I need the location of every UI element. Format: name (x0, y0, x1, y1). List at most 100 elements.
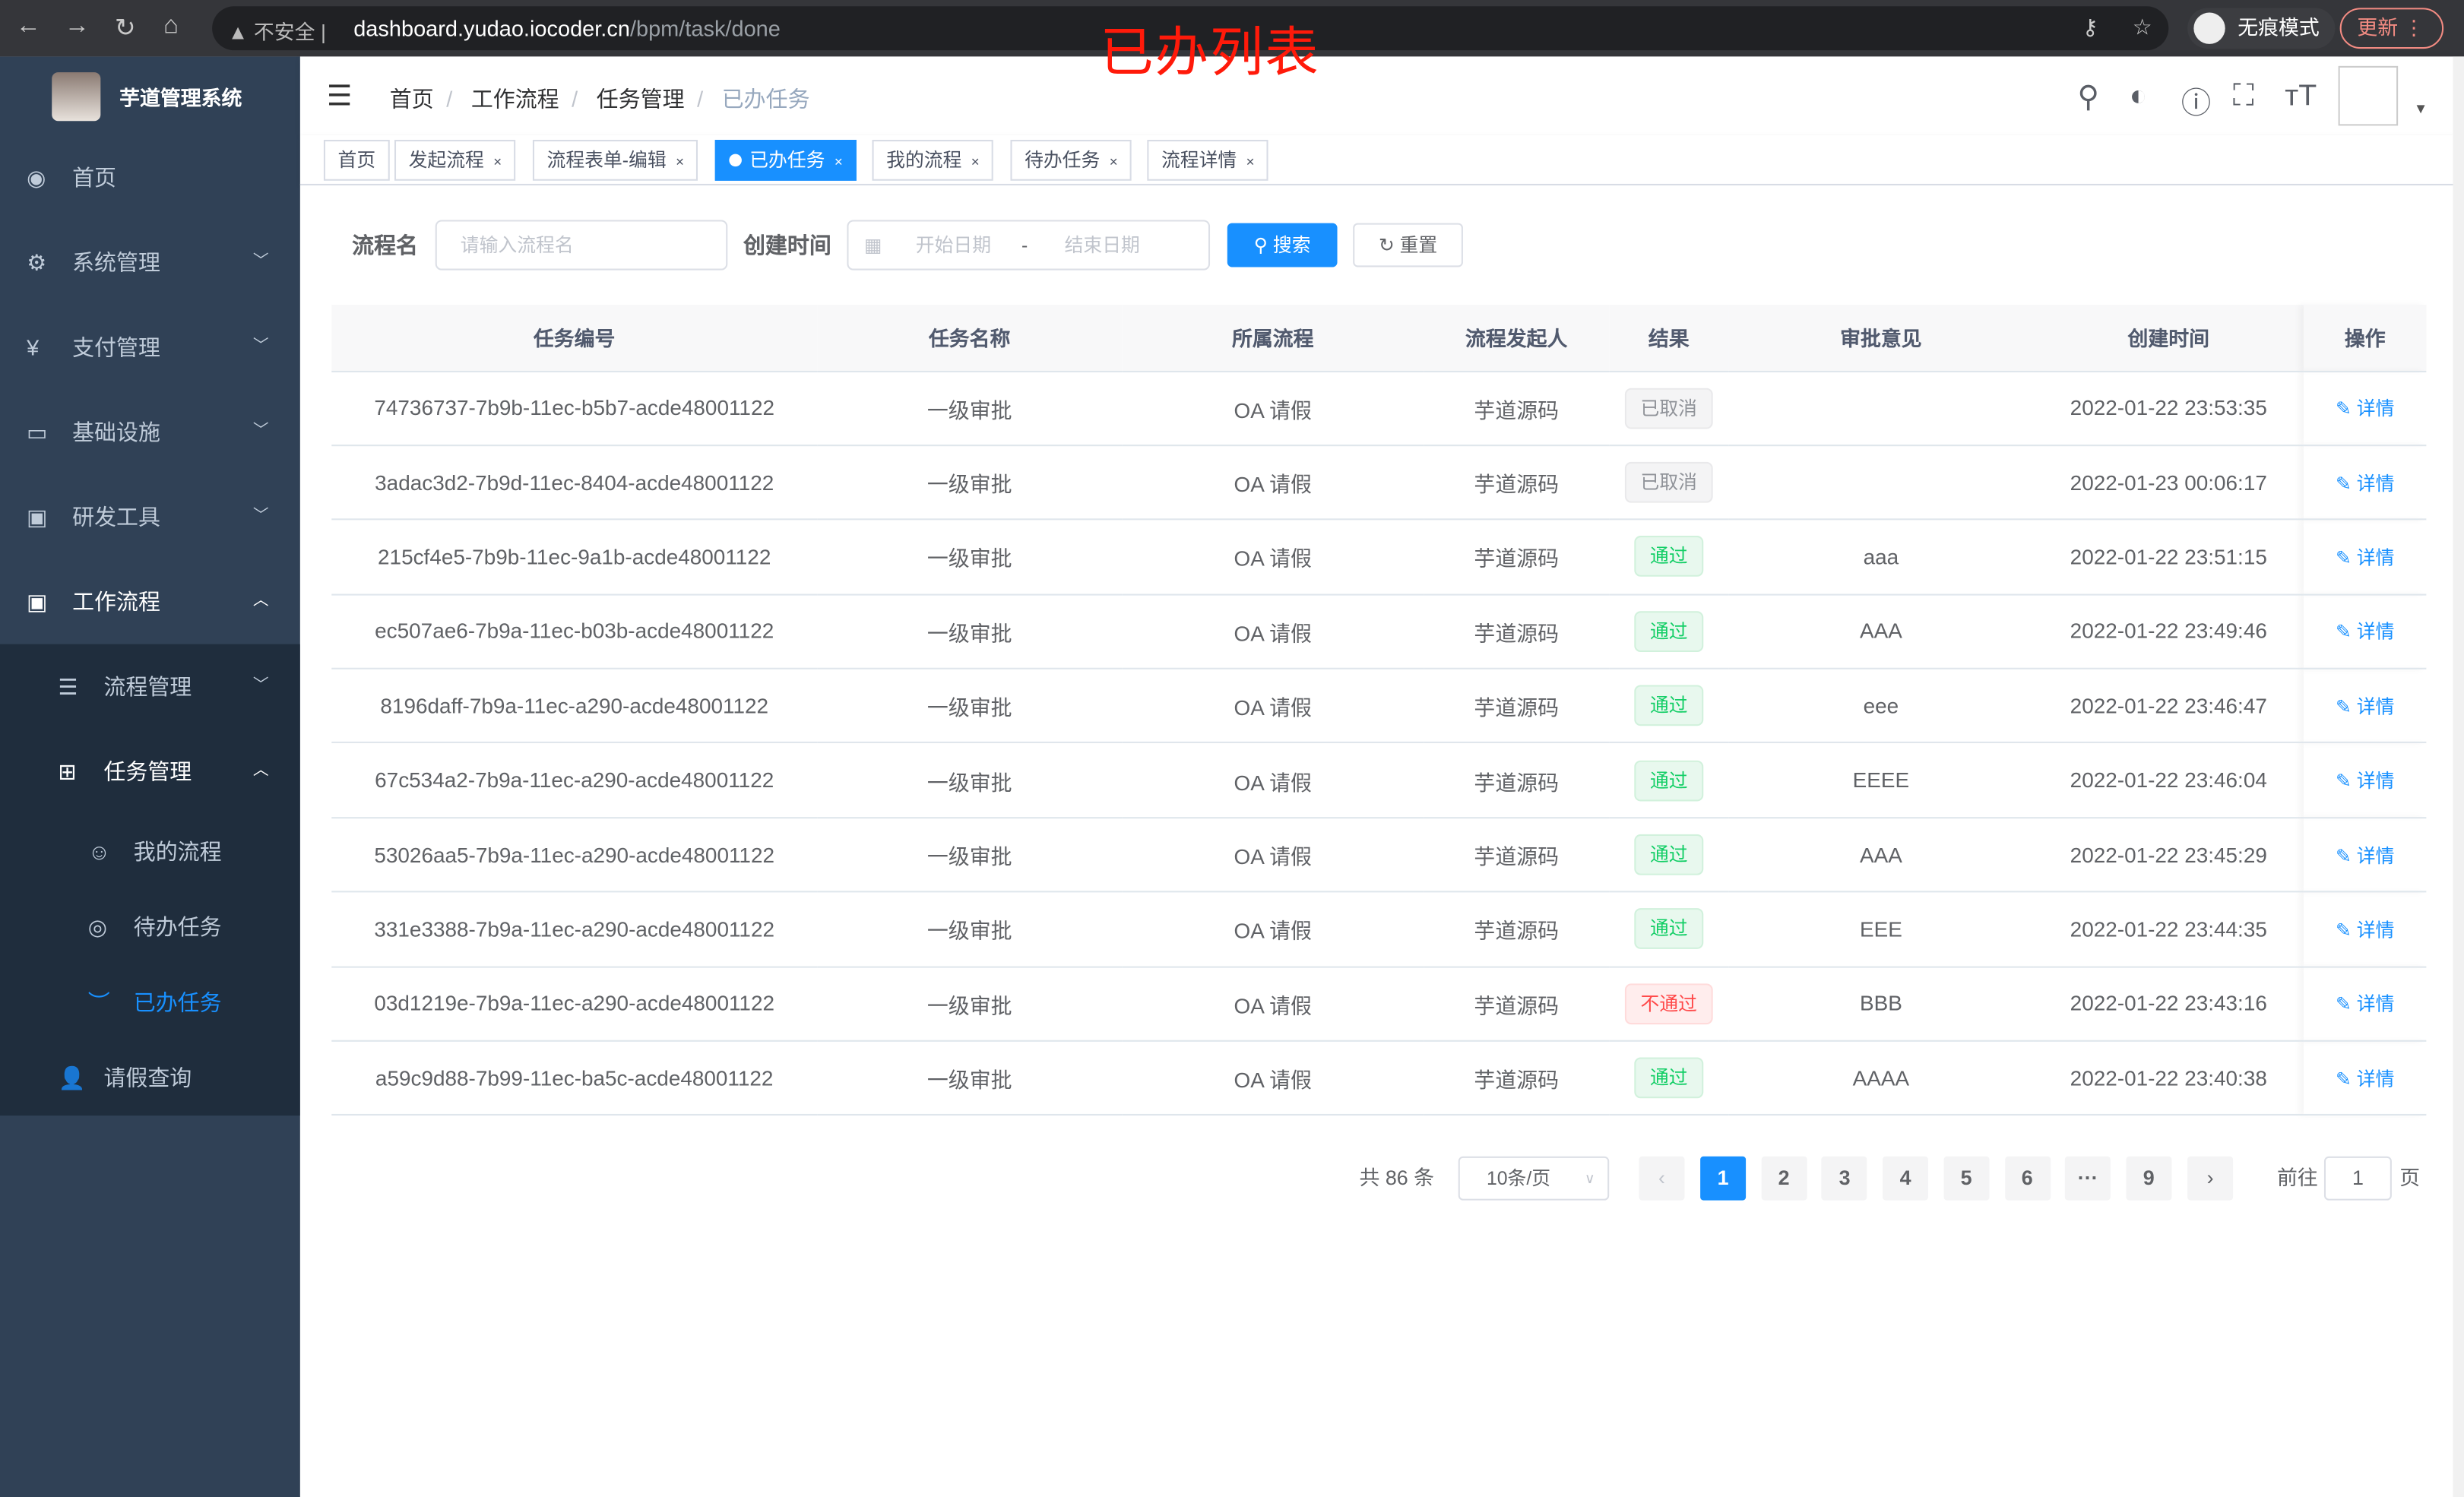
tag-my-process[interactable]: 我的流程 × (872, 140, 994, 181)
result-cell: 通过 (1609, 519, 1729, 595)
next-page-button[interactable]: › (2187, 1156, 2234, 1201)
update-button[interactable]: 更新 ⋮ (2339, 8, 2444, 49)
detail-label: 详情 (2356, 844, 2395, 867)
sidebar-item-leave-query[interactable]: 👤 请假查询 (0, 1040, 300, 1116)
page-button[interactable]: ··· (2065, 1156, 2111, 1201)
list-icon: ☰ (58, 674, 78, 700)
result-cell: 通过 (1609, 817, 1729, 893)
fullscreen-icon[interactable]: ⛶ (2233, 80, 2254, 113)
page-button[interactable]: 9 (2126, 1156, 2172, 1201)
sidebar-item-process-manage[interactable]: ☰ 流程管理 ﹀ (0, 644, 300, 730)
logo[interactable]: 芋道管理系统 (0, 56, 300, 135)
create-time: 2022-01-22 23:49:46 (2033, 593, 2304, 669)
search-icon[interactable]: ⚲ (2077, 81, 2100, 115)
close-icon[interactable]: × (493, 153, 502, 170)
page-button[interactable]: 6 (2004, 1156, 2051, 1201)
detail-link[interactable]: ✎ 详情 (2336, 546, 2394, 568)
action-cell: ✎ 详情 (2304, 1040, 2427, 1116)
address-bar[interactable]: ▲ 不安全 | dashboard.yudao.iocoder.cn/bpm/t… (212, 6, 2169, 51)
github-icon[interactable]: ◐ (2129, 80, 2148, 113)
tag-start-process[interactable]: 发起流程 × (394, 140, 516, 181)
status-badge: 已取消 (1624, 388, 1713, 429)
star-icon[interactable]: ☆ (2132, 14, 2152, 40)
breadcrumb-item[interactable]: 工作流程 (470, 86, 559, 112)
sidebar-item-home[interactable]: ◉ 首页 (0, 135, 300, 220)
tag-todo[interactable]: 待办任务 × (1010, 140, 1132, 181)
page-button[interactable]: 1 (1700, 1156, 1747, 1201)
incognito-badge[interactable]: 无痕模式 (2187, 8, 2336, 49)
page-button[interactable]: 2 (1761, 1156, 1807, 1201)
detail-link[interactable]: ✎ 详情 (2336, 770, 2394, 792)
tag-form-edit[interactable]: 流程表单-编辑 × (532, 140, 698, 181)
detail-link[interactable]: ✎ 详情 (2336, 993, 2394, 1015)
detail-link[interactable]: ✎ 详情 (2336, 695, 2394, 717)
column-header: 结果 (1609, 305, 1729, 372)
tag-done-tasks[interactable]: 已办任务 × (714, 140, 857, 181)
sidebar-item-task-manage[interactable]: ⊞ 任务管理 ︿ (0, 729, 300, 814)
breadcrumb-item[interactable]: 首页 (389, 86, 434, 112)
detail-link[interactable]: ✎ 详情 (2336, 919, 2394, 941)
detail-link[interactable]: ✎ 详情 (2336, 844, 2394, 866)
hamburger-icon[interactable]: ☰ (327, 80, 353, 112)
monitor-icon: ▭ (27, 419, 48, 445)
column-header: 流程发起人 (1424, 305, 1610, 372)
table-row: ec507ae6-7b9a-11ec-b03b-acde48001122 一级审批… (331, 593, 2427, 669)
detail-link[interactable]: ✎ 详情 (2336, 472, 2394, 494)
close-icon[interactable]: × (676, 153, 684, 170)
back-icon[interactable]: ← (15, 12, 41, 40)
task-name: 一级审批 (817, 445, 1123, 521)
navbar: ☰ 首页 / 工作流程 / 任务管理 / 已办任务 ⚲ ◐ ⓘ ⛶ ᴛT ▼ (299, 56, 2464, 135)
reset-button[interactable]: ↻ 重置 (1353, 223, 1463, 267)
key-icon[interactable]: ⚷ (2082, 14, 2098, 40)
sidebar-item-workflow[interactable]: ▣ 工作流程 ︿ (0, 559, 300, 644)
table-row: 331e3388-7b9a-11ec-a290-acde48001122 一级审批… (331, 891, 2427, 967)
edit-icon: ✎ (2336, 993, 2352, 1016)
breadcrumb-item[interactable]: 任务管理 (596, 86, 685, 112)
prev-page-button[interactable]: ‹ (1639, 1156, 1685, 1201)
tag-process-detail[interactable]: 流程详情 × (1147, 140, 1269, 181)
sidebar-item-system[interactable]: ⚙ 系统管理 ﹀ (0, 220, 300, 305)
sidebar-item-infra[interactable]: ▭ 基础设施 ﹀ (0, 390, 300, 475)
start-date[interactable]: 开始日期 (915, 234, 992, 257)
sidebar-item-my-process[interactable]: ☺ 我的流程 (0, 814, 300, 889)
tree-icon: ⊞ (58, 758, 77, 784)
close-icon[interactable]: × (1109, 153, 1118, 170)
security-warning[interactable]: ▲ 不安全 | (227, 20, 327, 44)
avatar[interactable] (2338, 65, 2399, 126)
goto-page-input[interactable]: 1 (2323, 1156, 2392, 1201)
status-badge: 通过 (1634, 536, 1704, 578)
sidebar-item-devtools[interactable]: ▣ 研发工具 ﹀ (0, 474, 300, 559)
close-icon[interactable]: × (971, 153, 980, 170)
create-time: 2022-01-22 23:46:47 (2033, 668, 2304, 744)
page-button[interactable]: 3 (1822, 1156, 1868, 1201)
font-size-icon[interactable]: ᴛT (2285, 80, 2317, 113)
task-name: 一级审批 (817, 742, 1123, 818)
detail-link[interactable]: ✎ 详情 (2336, 621, 2394, 643)
page-button[interactable]: 5 (1943, 1156, 1990, 1201)
detail-link[interactable]: ✎ 详情 (2336, 397, 2394, 419)
sidebar-item-todo[interactable]: ◎ 待办任务 (0, 889, 300, 964)
home-icon[interactable]: ⌂ (163, 12, 179, 40)
detail-link[interactable]: ✎ 详情 (2336, 1068, 2394, 1090)
close-icon[interactable]: × (1246, 153, 1255, 170)
sidebar-item-done[interactable]: ︶ 已办任务 (0, 965, 300, 1040)
search-button[interactable]: ⚲ 搜索 (1227, 223, 1338, 267)
scrollbar[interactable] (2453, 56, 2464, 1497)
page-button[interactable]: 4 (1883, 1156, 1929, 1201)
comment: BBB (1728, 966, 2034, 1042)
page-size-select[interactable]: 10条/页 ∨ (1458, 1156, 1610, 1201)
action-cell: ✎ 详情 (2304, 445, 2427, 521)
sidebar-item-pay[interactable]: ¥ 支付管理 ﹀ (0, 305, 300, 390)
caret-down-icon[interactable]: ▼ (2413, 100, 2428, 117)
end-date[interactable]: 结束日期 (1064, 234, 1140, 257)
date-range-picker[interactable]: ▦ 开始日期 - 结束日期 (847, 220, 1211, 271)
process-name-input[interactable]: 请输入流程名 (435, 220, 728, 271)
action-cell: ✎ 详情 (2304, 817, 2427, 893)
tag-label: 待办任务 (1025, 149, 1101, 172)
comment: AAA (1728, 817, 2034, 893)
tag-home[interactable]: 首页 (323, 140, 390, 181)
forward-icon[interactable]: → (64, 12, 90, 40)
close-icon[interactable]: × (834, 153, 843, 170)
reload-icon[interactable]: ↻ (114, 15, 136, 43)
help-icon[interactable]: ⓘ (2181, 87, 2212, 122)
